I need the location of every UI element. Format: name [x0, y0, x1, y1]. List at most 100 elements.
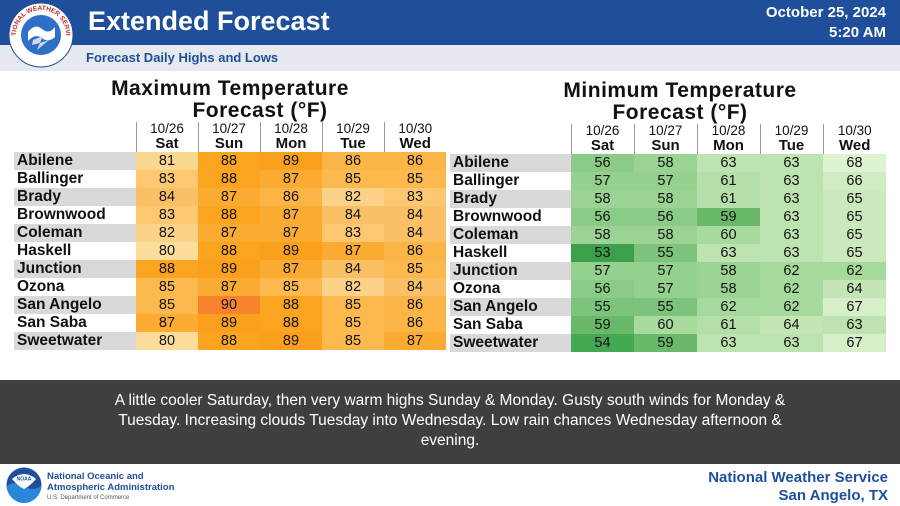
- header-bar: [0, 0, 900, 45]
- station-name: Ballinger: [450, 172, 571, 190]
- day-header-row: Sat Sun Mon Tue Wed: [14, 136, 446, 152]
- temperature-cell: 65: [823, 226, 886, 244]
- temperature-cell: 87: [260, 170, 322, 188]
- temperature-cell: 64: [823, 280, 886, 298]
- temperature-cell: 65: [823, 244, 886, 262]
- station-name: Brownwood: [450, 208, 571, 226]
- station-row: Abilene 81 88 89 86 86: [14, 152, 446, 170]
- temperature-cell: 68: [823, 154, 886, 172]
- temperature-cell: 88: [136, 260, 198, 278]
- temperature-cell: 83: [322, 224, 384, 242]
- temperature-cell: 55: [571, 298, 634, 316]
- min-table-title: Minimum Temperature Forecast (°F): [452, 80, 888, 124]
- temperature-cell: 55: [634, 298, 697, 316]
- temperature-cell: 56: [571, 154, 634, 172]
- date-header-row: 10/26 10/27 10/28 10/29 10/30: [14, 122, 446, 136]
- temperature-cell: 62: [823, 262, 886, 280]
- temperature-cell: 85: [136, 278, 198, 296]
- date-header-row: 10/26 10/27 10/28 10/29 10/30: [450, 124, 886, 138]
- temperature-cell: 87: [198, 188, 260, 206]
- day-header: Sun: [633, 138, 697, 154]
- forecast-discussion: A little cooler Saturday, then very warm…: [0, 380, 900, 464]
- temperature-cell: 63: [760, 244, 823, 262]
- station-name: Abilene: [450, 154, 571, 172]
- station-row: Sweetwater 54 59 63 63 67: [450, 334, 886, 352]
- station-name: San Angelo: [450, 298, 571, 316]
- temperature-cell: 82: [322, 278, 384, 296]
- temperature-cell: 87: [260, 224, 322, 242]
- station-name: San Angelo: [14, 296, 136, 314]
- temperature-cell: 63: [823, 316, 886, 334]
- temperature-cell: 60: [697, 226, 760, 244]
- max-title-line1: Maximum Temperature: [111, 77, 349, 100]
- temperature-cell: 57: [571, 172, 634, 190]
- noaa-line2: Atmospheric Administration: [47, 482, 175, 493]
- date-header: 10/29: [759, 124, 823, 138]
- temperature-cell: 58: [634, 226, 697, 244]
- temperature-cell: 63: [760, 334, 823, 352]
- temperature-cell: 55: [634, 244, 697, 262]
- day-header: Tue: [321, 136, 384, 152]
- temperature-cell: 58: [634, 154, 697, 172]
- min-title-line2: Forecast (°F): [612, 101, 748, 124]
- temperature-cell: 85: [322, 296, 384, 314]
- day-header: Sat: [135, 136, 198, 152]
- temperature-cell: 80: [136, 332, 198, 350]
- station-name: Brady: [450, 190, 571, 208]
- temperature-cell: 85: [384, 260, 446, 278]
- noaa-name: National Oceanic and Atmospheric Adminis…: [47, 471, 174, 503]
- temperature-cell: 54: [571, 334, 634, 352]
- station-row: Ozona 56 57 58 62 64: [450, 280, 886, 298]
- station-row: Brady 58 58 61 63 65: [450, 190, 886, 208]
- temperature-cell: 53: [571, 244, 634, 262]
- temperature-cell: 59: [697, 208, 760, 226]
- temperature-cell: 89: [260, 152, 322, 170]
- temperature-cell: 83: [384, 188, 446, 206]
- temperature-cell: 85: [384, 170, 446, 188]
- temperature-cell: 57: [634, 262, 697, 280]
- date-header: 10/27: [197, 122, 260, 136]
- station-name: Brownwood: [14, 206, 136, 224]
- day-header: Sun: [197, 136, 260, 152]
- max-table-title: Maximum Temperature Forecast (°F): [14, 78, 446, 122]
- temperature-cell: 84: [322, 206, 384, 224]
- station-row: Brownwood 83 88 87 84 84: [14, 206, 446, 224]
- temperature-cell: 84: [322, 260, 384, 278]
- temperature-cell: 57: [634, 172, 697, 190]
- temperature-cell: 67: [823, 334, 886, 352]
- temperature-cell: 82: [136, 224, 198, 242]
- temperature-cell: 58: [697, 280, 760, 298]
- temperature-cell: 62: [760, 298, 823, 316]
- temperature-cell: 58: [634, 190, 697, 208]
- station-name: Haskell: [450, 244, 571, 262]
- temperature-cell: 67: [823, 298, 886, 316]
- temperature-cell: 87: [198, 278, 260, 296]
- temperature-cell: 87: [260, 260, 322, 278]
- temperature-cell: 63: [697, 244, 760, 262]
- date-header: 10/28: [696, 124, 760, 138]
- temperature-cell: 84: [384, 206, 446, 224]
- station-name: Haskell: [14, 242, 136, 260]
- temperature-cell: 86: [384, 152, 446, 170]
- office-line1: National Weather Service: [708, 469, 888, 486]
- temperature-cell: 86: [384, 242, 446, 260]
- station-row: San Saba 59 60 61 64 63: [450, 316, 886, 334]
- station-row: Brady 84 87 86 82 83: [14, 188, 446, 206]
- temperature-cell: 58: [571, 226, 634, 244]
- temperature-cell: 65: [823, 190, 886, 208]
- temperature-cell: 58: [571, 190, 634, 208]
- max-title-line2: Forecast (°F): [192, 99, 328, 122]
- station-name: Brady: [14, 188, 136, 206]
- temperature-cell: 88: [198, 206, 260, 224]
- day-header: Mon: [696, 138, 760, 154]
- page-subtitle: Forecast Daily Highs and Lows: [86, 50, 279, 65]
- min-title-line1: Minimum Temperature: [563, 79, 797, 102]
- temperature-cell: 61: [697, 316, 760, 334]
- date-header: 10/28: [259, 122, 322, 136]
- temperature-cell: 82: [322, 188, 384, 206]
- temperature-cell: 63: [697, 334, 760, 352]
- date-header: 10/29: [321, 122, 384, 136]
- station-name: San Saba: [14, 314, 136, 332]
- temperature-cell: 86: [322, 152, 384, 170]
- station-row: Junction 88 89 87 84 85: [14, 260, 446, 278]
